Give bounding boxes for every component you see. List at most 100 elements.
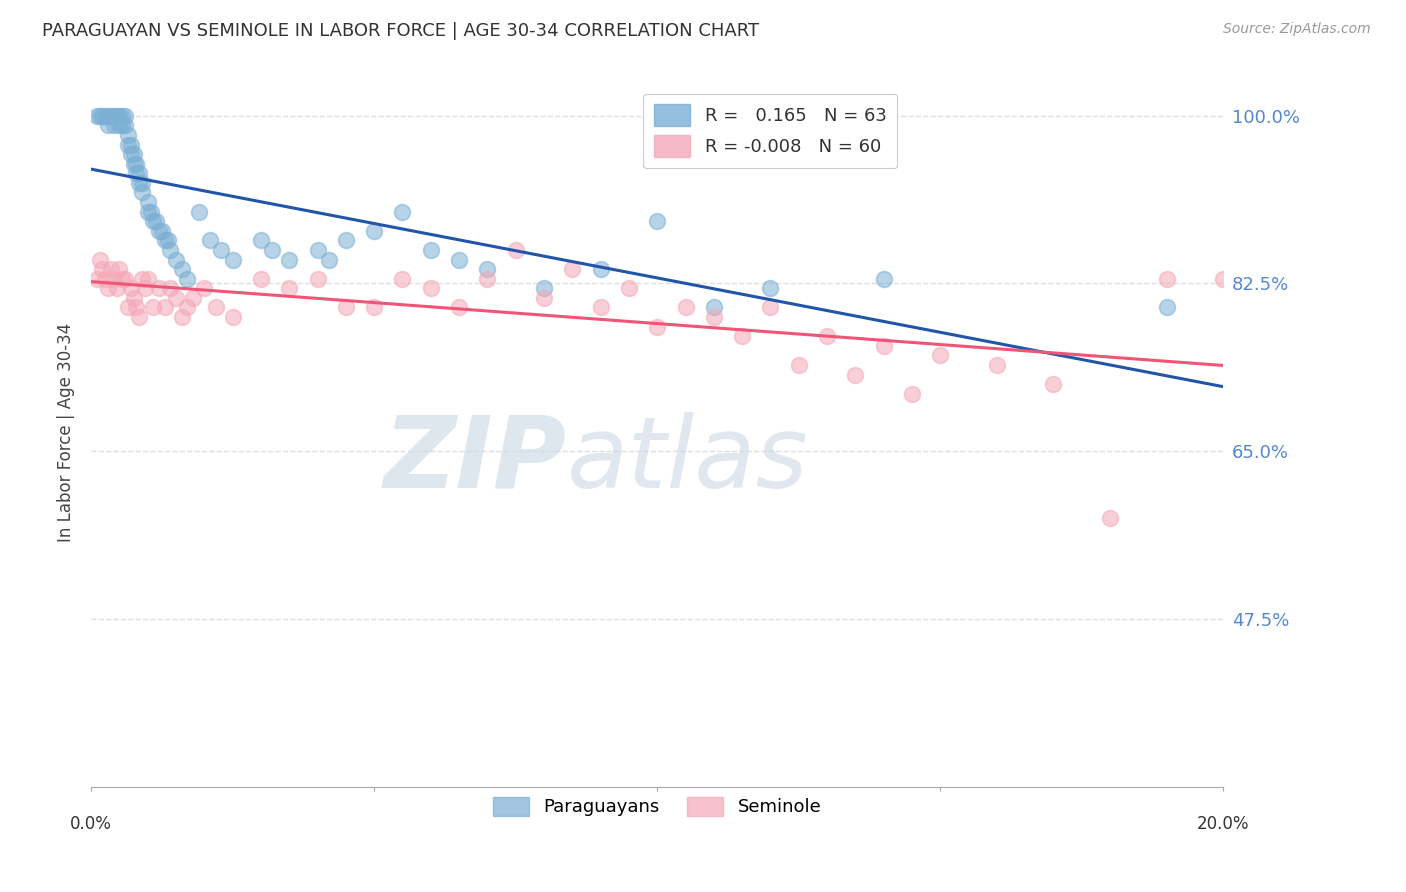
Point	[136, 271, 159, 285]
Point	[159, 243, 181, 257]
Point	[165, 252, 187, 267]
Point	[449, 301, 471, 315]
Point	[787, 358, 810, 372]
Point	[108, 262, 131, 277]
Point	[204, 301, 226, 315]
Point	[142, 214, 165, 228]
Point	[391, 271, 413, 285]
Point	[221, 310, 243, 324]
Point	[363, 224, 385, 238]
Point	[117, 301, 139, 315]
Point	[117, 128, 139, 142]
Point	[391, 204, 413, 219]
Point	[125, 157, 148, 171]
Point	[449, 252, 471, 267]
Point	[645, 319, 668, 334]
Point	[117, 137, 139, 152]
Point	[363, 301, 385, 315]
Point	[176, 271, 198, 285]
Point	[250, 271, 273, 285]
Point	[986, 358, 1008, 372]
Point	[111, 271, 134, 285]
Point	[1099, 511, 1122, 525]
Point	[759, 301, 782, 315]
Point	[134, 281, 156, 295]
Point	[120, 147, 142, 161]
Point	[278, 252, 301, 267]
Point	[86, 271, 108, 285]
Point	[419, 281, 441, 295]
Point	[122, 147, 145, 161]
Point	[114, 119, 136, 133]
Point	[128, 166, 150, 180]
Point	[901, 386, 924, 401]
Point	[159, 281, 181, 295]
Point	[148, 224, 170, 238]
Legend: Paraguayans, Seminole: Paraguayans, Seminole	[486, 789, 828, 823]
Point	[844, 368, 866, 382]
Point	[221, 252, 243, 267]
Point	[318, 252, 340, 267]
Point	[89, 109, 111, 123]
Point	[148, 281, 170, 295]
Point	[307, 271, 329, 285]
Point	[561, 262, 583, 277]
Point	[105, 281, 128, 295]
Point	[198, 233, 221, 247]
Point	[139, 204, 162, 219]
Point	[136, 194, 159, 209]
Point	[170, 310, 193, 324]
Point	[100, 262, 122, 277]
Point	[477, 262, 499, 277]
Point	[533, 291, 555, 305]
Point	[97, 119, 120, 133]
Point	[335, 233, 357, 247]
Point	[929, 348, 952, 362]
Point	[156, 233, 179, 247]
Point	[617, 281, 640, 295]
Point	[128, 310, 150, 324]
Point	[122, 291, 145, 305]
Point	[131, 271, 153, 285]
Point	[91, 109, 114, 123]
Point	[131, 176, 153, 190]
Point	[114, 271, 136, 285]
Point	[645, 214, 668, 228]
Point	[477, 271, 499, 285]
Point	[97, 109, 120, 123]
Point	[122, 157, 145, 171]
Point	[120, 281, 142, 295]
Point	[815, 329, 838, 343]
Point	[131, 186, 153, 200]
Text: atlas: atlas	[567, 412, 808, 508]
Point	[533, 281, 555, 295]
Point	[125, 166, 148, 180]
Point	[307, 243, 329, 257]
Point	[108, 119, 131, 133]
Point	[209, 243, 232, 257]
Point	[103, 119, 125, 133]
Point	[1212, 271, 1234, 285]
Point	[181, 291, 204, 305]
Point	[153, 301, 176, 315]
Point	[103, 271, 125, 285]
Point	[731, 329, 754, 343]
Point	[94, 109, 117, 123]
Point	[176, 301, 198, 315]
Point	[589, 262, 612, 277]
Point	[136, 204, 159, 219]
Point	[100, 109, 122, 123]
Point	[1156, 301, 1178, 315]
Point	[86, 109, 108, 123]
Point	[145, 214, 167, 228]
Point	[94, 271, 117, 285]
Point	[262, 243, 284, 257]
Point	[108, 109, 131, 123]
Point	[335, 301, 357, 315]
Point	[703, 310, 725, 324]
Text: 20.0%: 20.0%	[1197, 815, 1250, 833]
Point	[872, 271, 894, 285]
Point	[89, 252, 111, 267]
Point	[589, 301, 612, 315]
Point	[153, 233, 176, 247]
